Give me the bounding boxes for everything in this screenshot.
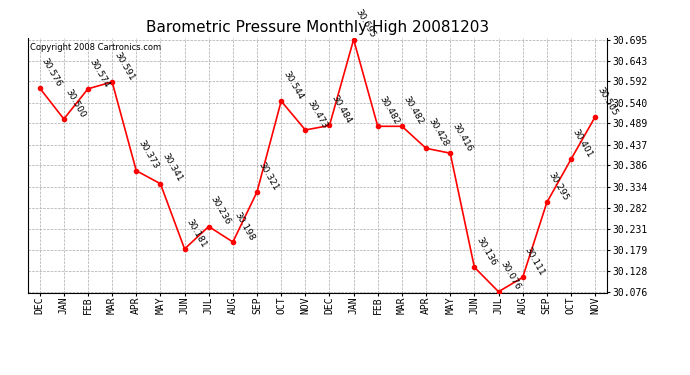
Text: 30.198: 30.198 [233, 210, 257, 242]
Text: 30.181: 30.181 [184, 217, 208, 249]
Text: 30.473: 30.473 [305, 98, 329, 130]
Text: 30.484: 30.484 [330, 94, 353, 126]
Text: 30.505: 30.505 [595, 85, 619, 117]
Text: 30.574: 30.574 [88, 57, 112, 89]
Text: 30.576: 30.576 [39, 56, 63, 88]
Text: 30.500: 30.500 [63, 87, 88, 119]
Text: 30.236: 30.236 [208, 195, 233, 226]
Text: 30.416: 30.416 [450, 122, 474, 153]
Text: 30.401: 30.401 [571, 128, 595, 159]
Text: 30.428: 30.428 [426, 117, 450, 148]
Text: 30.544: 30.544 [282, 69, 305, 101]
Text: 30.076: 30.076 [498, 260, 522, 292]
Text: 30.111: 30.111 [523, 246, 546, 278]
Text: 30.295: 30.295 [546, 171, 571, 202]
Text: 30.695: 30.695 [353, 8, 377, 39]
Text: 30.341: 30.341 [160, 152, 184, 184]
Text: 30.482: 30.482 [378, 94, 402, 126]
Text: 30.136: 30.136 [475, 236, 498, 267]
Text: 30.591: 30.591 [112, 50, 136, 82]
Text: 30.321: 30.321 [257, 160, 281, 192]
Text: 30.482: 30.482 [402, 94, 426, 126]
Text: 30.373: 30.373 [136, 139, 160, 171]
Text: Copyright 2008 Cartronics.com: Copyright 2008 Cartronics.com [30, 43, 161, 52]
Title: Barometric Pressure Monthly High 20081203: Barometric Pressure Monthly High 2008120… [146, 20, 489, 35]
